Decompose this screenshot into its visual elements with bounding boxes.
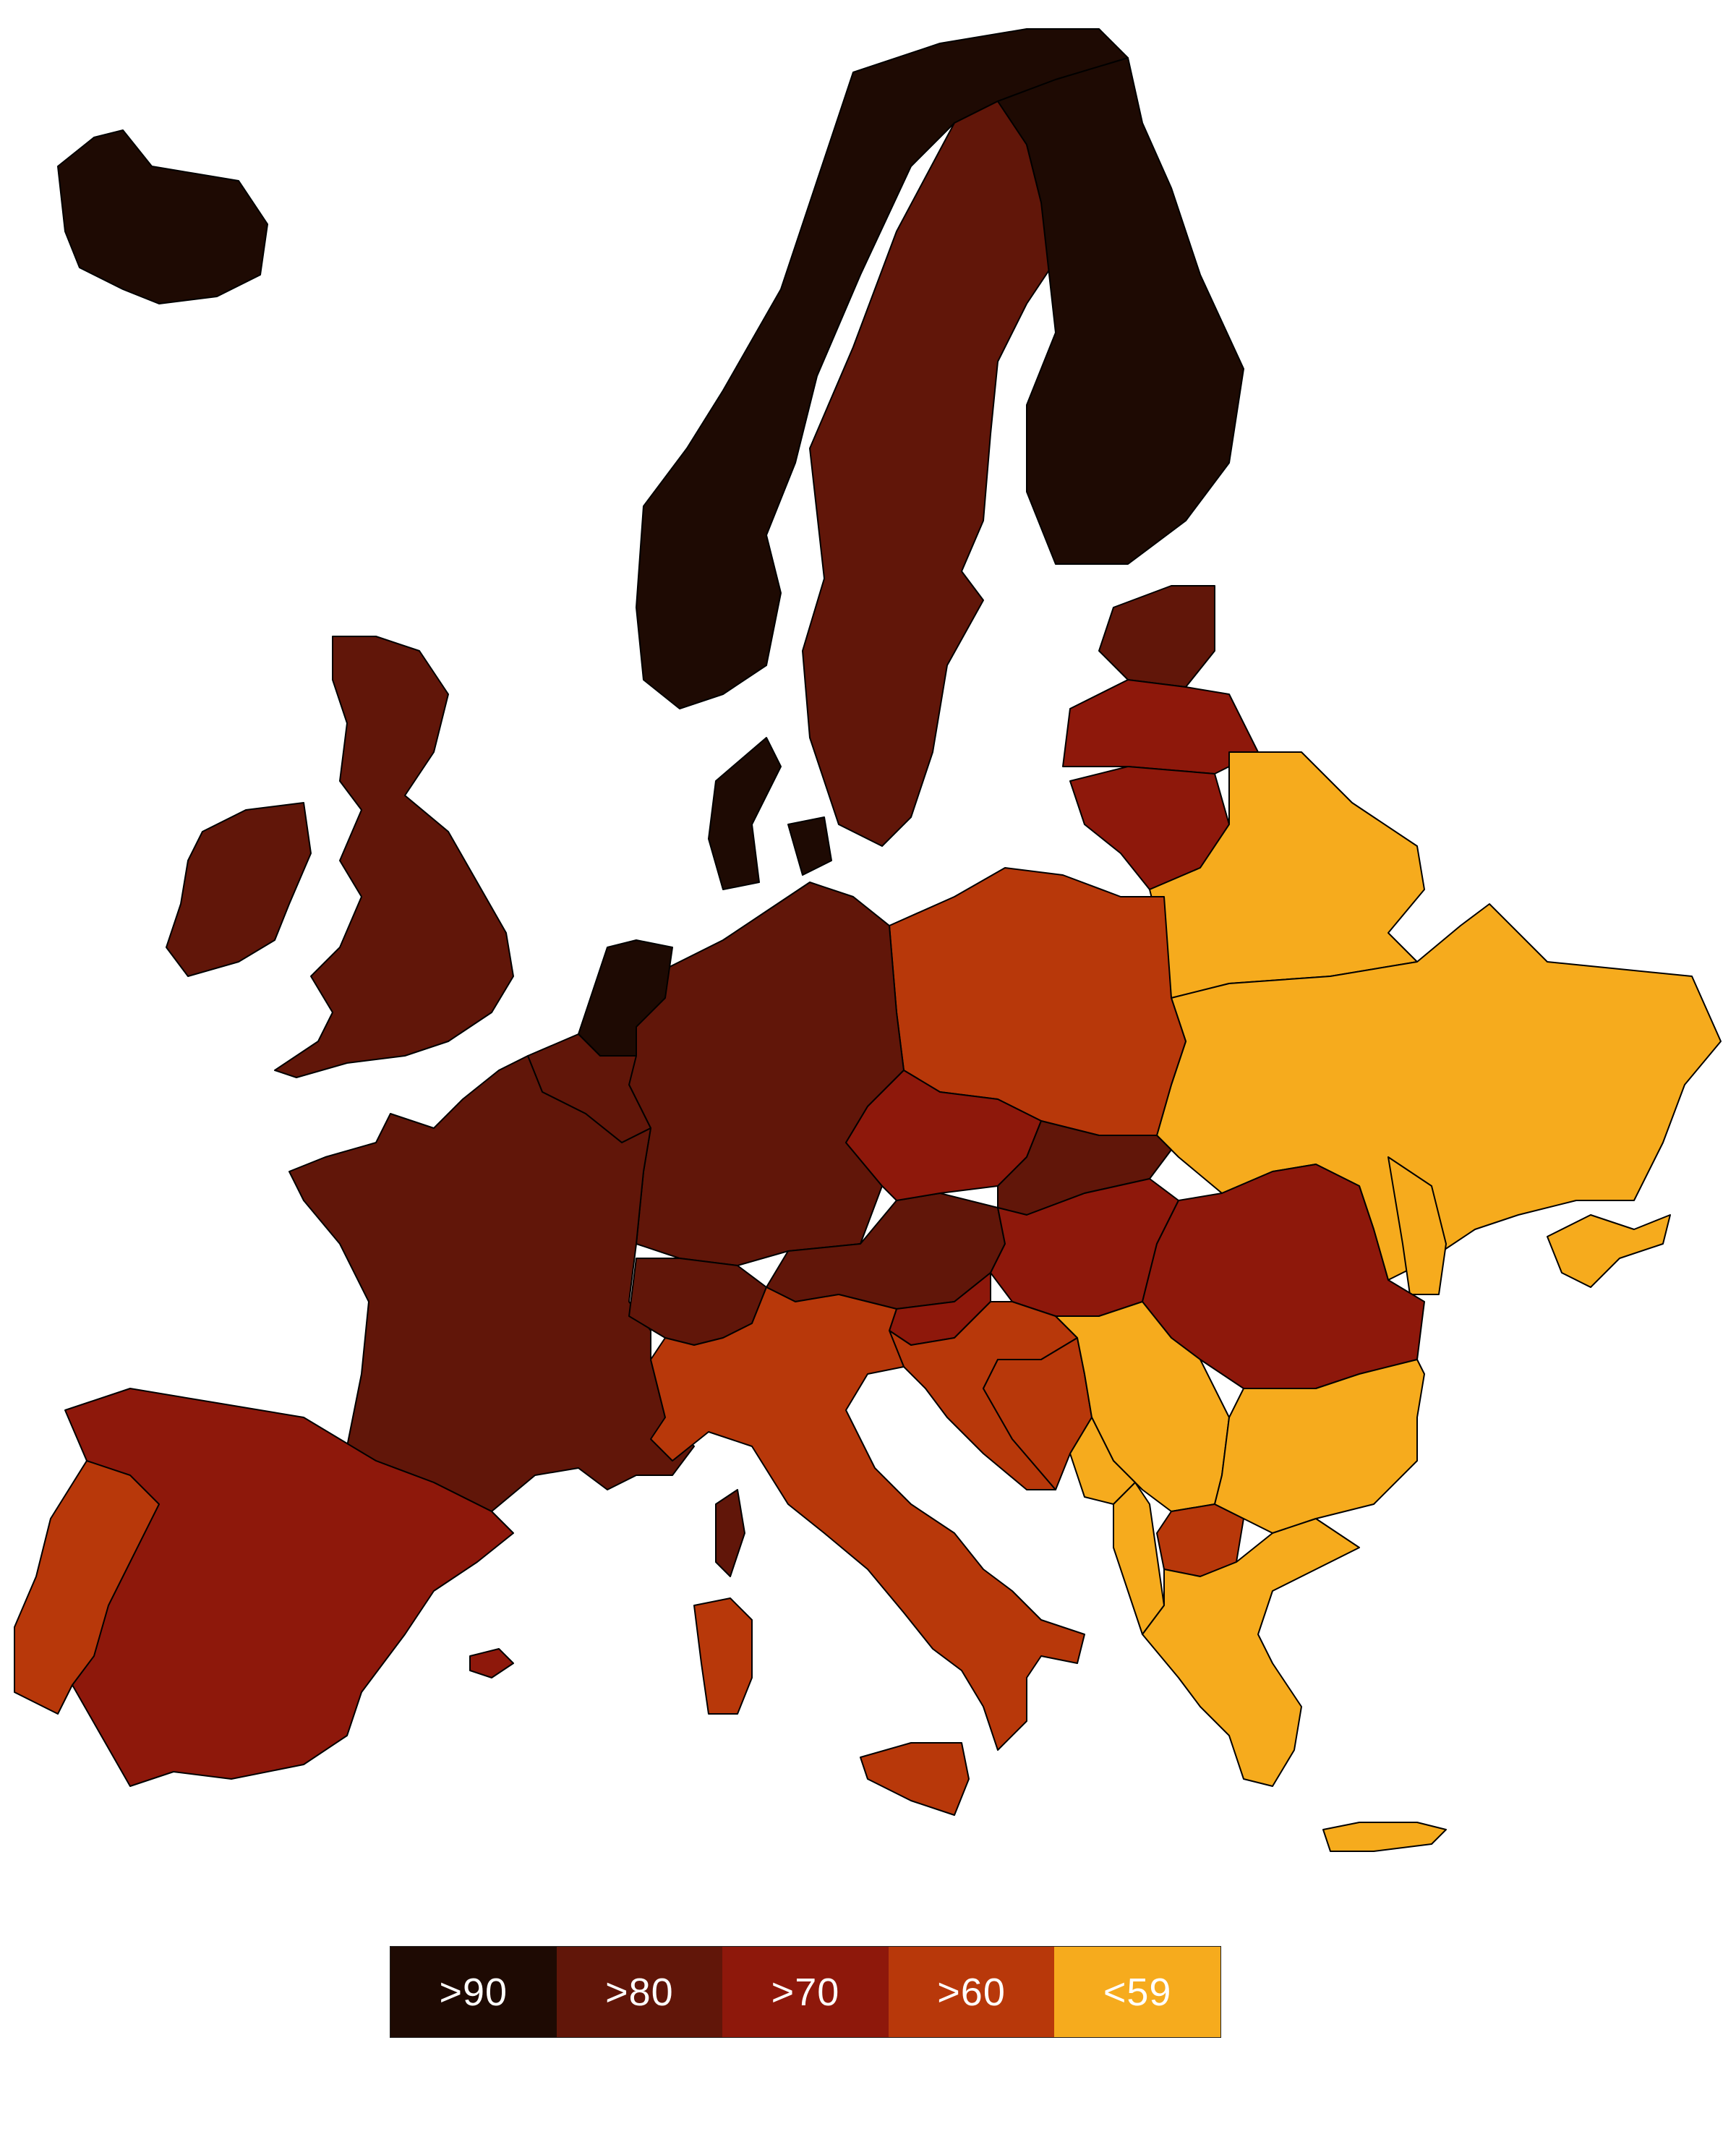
finland-region[interactable] [997, 57, 1244, 565]
ukraine-region[interactable] [1156, 903, 1722, 1281]
ukraine-region[interactable] [1547, 1214, 1671, 1288]
greece-region[interactable] [1142, 1518, 1360, 1787]
italy-region[interactable] [650, 1287, 1085, 1751]
mallorca-region[interactable] [469, 1648, 514, 1678]
ireland-region[interactable] [166, 802, 312, 977]
legend-item-gt90: >90 [390, 1947, 557, 2037]
albania-region[interactable] [1113, 1482, 1165, 1635]
legend-item-gt60: >60 [888, 1947, 1055, 2037]
legend-item-lt59: <59 [1054, 1947, 1220, 2037]
uk-region[interactable] [274, 636, 514, 1078]
estonia-region[interactable] [1098, 585, 1215, 688]
denmark-region[interactable] [787, 816, 832, 876]
france-region[interactable] [288, 1055, 695, 1512]
legend: >90 >80 >70 >60 <59 [390, 1946, 1221, 2038]
denmark-region[interactable] [708, 737, 782, 890]
germany-region[interactable] [628, 882, 905, 1266]
portugal-region[interactable] [14, 1460, 160, 1715]
moldova-region[interactable] [1387, 1156, 1447, 1295]
corsica-region[interactable] [715, 1489, 745, 1577]
crete-region[interactable] [1322, 1822, 1447, 1852]
sicily-region[interactable] [860, 1742, 970, 1816]
legend-item-gt70: >70 [722, 1947, 889, 2037]
sardinia-region[interactable] [693, 1597, 753, 1715]
legend-item-gt80: >80 [556, 1947, 723, 2037]
bulgaria-region[interactable] [1214, 1359, 1425, 1534]
iceland-region[interactable] [57, 129, 268, 304]
